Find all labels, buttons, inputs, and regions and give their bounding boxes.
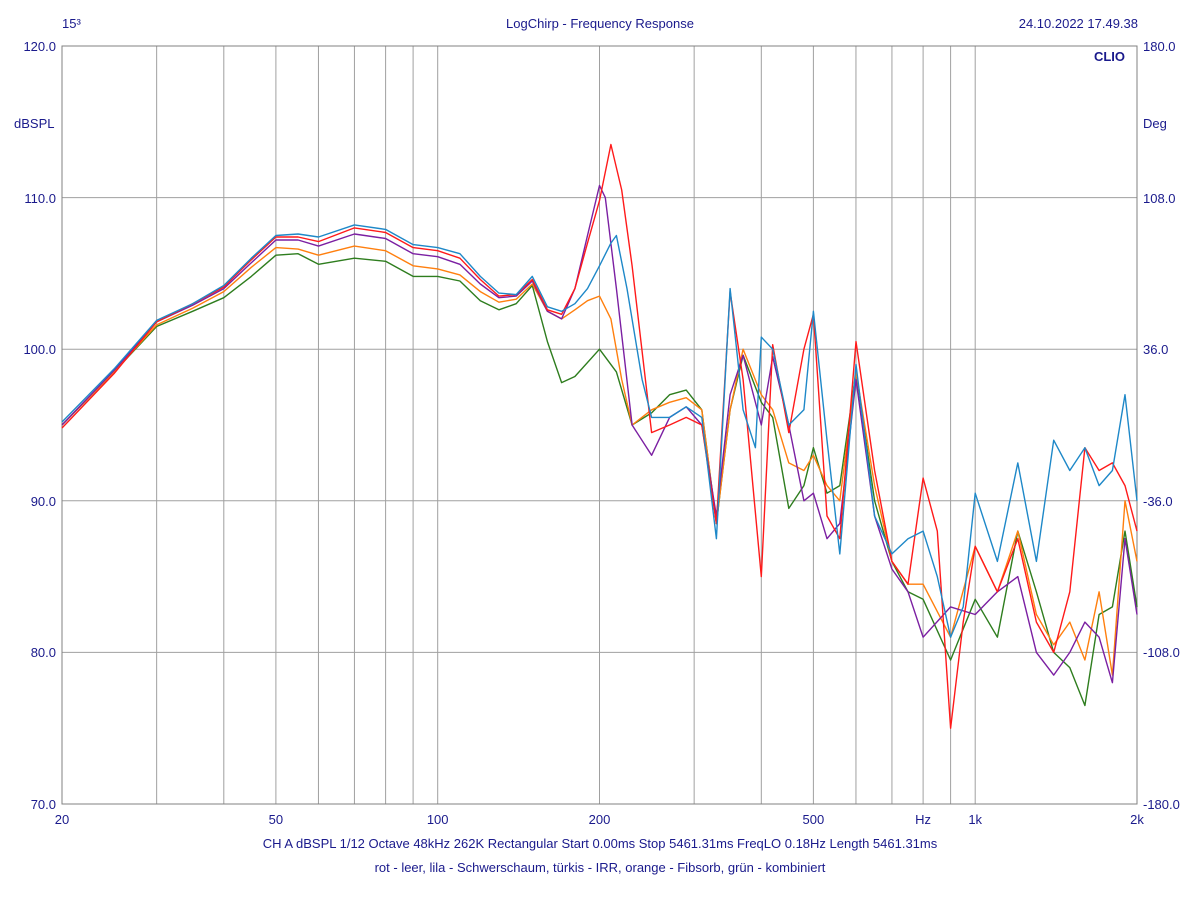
series-layer [61,143,1138,729]
y2-tick-label: 36.0 [1143,342,1169,358]
y-tick-label: 120.0 [23,39,56,54]
y-tick-label: 70.0 [30,797,56,812]
x-tick-label: 500 [802,812,825,827]
settings-line: CH A dBSPL 1/12 Octave 48kHz 262K Rectan… [262,836,938,851]
x-tick-label: 200 [588,812,611,827]
header-left-label: 15³ [62,16,81,31]
chart-title: LogChirp - Frequency Response [506,16,694,31]
x-tick-label: 20 [54,812,70,827]
x-unit-label: Hz [915,812,932,827]
x-tick-label: 1k [968,812,983,827]
y2-tick-label: -108.0 [1143,645,1180,661]
x-tick-label: 50 [268,812,284,827]
y2-tick-label: 180.0 [1143,39,1176,54]
y-axis-label: dBSPL [14,116,55,131]
brand-label: CLIO [1093,49,1125,64]
y-tick-label: 110.0 [24,190,56,206]
datetime-label: 24.10.2022 17.49.38 [1018,16,1138,31]
y2-tick-label: -180.0 [1143,797,1180,812]
x-tick-label: 2k [1130,812,1144,827]
y-tick-label: 90.0 [30,493,56,509]
legend-line: rot - leer, lila - Schwerschaum, türkis … [374,860,826,875]
y2-tick-label: 108.0 [1143,190,1176,206]
series-line-4 [61,224,1138,638]
y-tick-label: 100.0 [23,342,56,358]
y-tick-label: 80.0 [30,645,56,661]
series-line-3 [61,143,1138,729]
y2-tick-label: -36.0 [1143,493,1173,509]
y2-axis-label: Deg [1143,116,1167,131]
x-tick-label: 100 [426,812,449,827]
